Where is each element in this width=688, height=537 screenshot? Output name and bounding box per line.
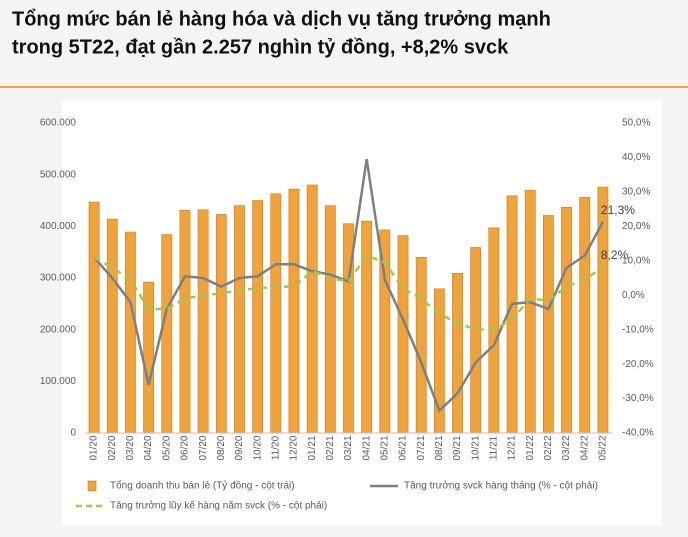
x-tick-label: 03/21 [343,435,354,460]
x-tick-label: 04/20 [143,435,154,460]
bar [215,214,227,434]
x-tick-label: 05/21 [379,435,390,460]
title-line: Tổng mức bán lẻ hàng hóa và dịch vụ tăng… [12,8,551,30]
x-tick-label: 01/22 [525,435,536,460]
legend-label: Tăng trưởng lũy kế hàng năm svck (% - cộ… [110,500,327,512]
y2-tick-label: 10,0% [622,255,650,266]
bar [543,215,554,434]
x-tick-label: 03/22 [561,435,572,460]
bar [143,281,154,434]
bar [234,205,245,434]
x-tick-label: 01/21 [307,435,318,460]
bar [106,218,118,434]
bar [161,234,173,434]
bar [179,210,191,434]
bar [452,273,463,434]
x-tick-label: 05/22 [598,435,609,460]
x-tick-label: 08/20 [216,435,227,460]
x-tick-label: 03/20 [125,435,136,460]
bar [252,200,264,434]
bar [361,220,373,434]
x-tick-label: 02/20 [107,435,118,460]
y-tick-label: 600.000 [40,118,77,129]
x-tick-label: 09/20 [234,435,245,460]
x-tick-label: 06/20 [180,435,191,460]
bar [397,235,409,434]
y2-tick-label: -10,0% [622,324,654,335]
y-tick-label: 100.000 [40,376,77,387]
y2-tick-label: 40,0% [622,152,650,163]
title-line: trong 5T22, đạt gần 2.257 nghìn tỷ đồng,… [12,36,509,58]
bar [197,209,209,434]
y2-tick-label: 0,0% [622,290,645,301]
x-tick-label: 12/21 [507,435,518,460]
bar [415,257,427,434]
legend-label: Tăng trưởng svck hàng tháng (% - cột phả… [404,480,598,492]
x-tick-label: 11/20 [270,435,281,460]
bar [324,205,336,434]
x-tick-label: 11/21 [489,435,500,460]
legend-label: Tổng doanh thu bán lẻ (Tỷ đồng - cột trá… [110,480,295,492]
y2-tick-label: -30,0% [622,393,654,404]
y-tick-label: 500.000 [40,169,77,180]
x-tick-label: 02/21 [325,435,336,460]
y2-tick-label: -40,0% [622,428,654,439]
value-label: 21,3% [601,203,635,217]
bar [579,197,591,434]
x-tick-label: 10/20 [252,435,263,460]
y2-tick-label: 30,0% [622,187,650,198]
bar [306,184,318,434]
x-tick-label: 01/20 [89,435,100,460]
x-tick-label: 09/21 [452,435,463,460]
x-tick-label: 04/21 [361,435,372,460]
legend-swatch [87,480,97,492]
bar [524,189,536,434]
bar [561,206,572,434]
y-tick-label: 200.000 [40,324,77,335]
x-tick-label: 08/21 [434,435,445,460]
y-tick-label: 300.000 [40,273,77,284]
bar [270,193,282,434]
line [93,254,604,331]
line [93,158,605,413]
x-tick-label: 12/20 [289,435,300,460]
x-tick-label: 06/21 [398,435,409,460]
y2-tick-label: 50,0% [622,118,650,129]
y2-tick-label: -20,0% [622,359,654,370]
y-tick-label: 0 [70,428,76,439]
x-tick-label: 10/21 [470,435,481,460]
x-tick-label: 02/22 [543,435,554,460]
x-tick-label: 07/21 [416,435,427,460]
x-tick-label: 04/22 [579,435,590,460]
x-tick-label: 05/20 [161,435,172,460]
y2-tick-label: 20,0% [622,221,650,232]
value-label: 8,2% [601,248,629,262]
bar [88,201,100,434]
bar [288,188,300,434]
bar [470,247,482,434]
y-tick-label: 400.000 [40,221,77,232]
bar [125,231,136,434]
x-tick-label: 07/20 [198,435,209,460]
